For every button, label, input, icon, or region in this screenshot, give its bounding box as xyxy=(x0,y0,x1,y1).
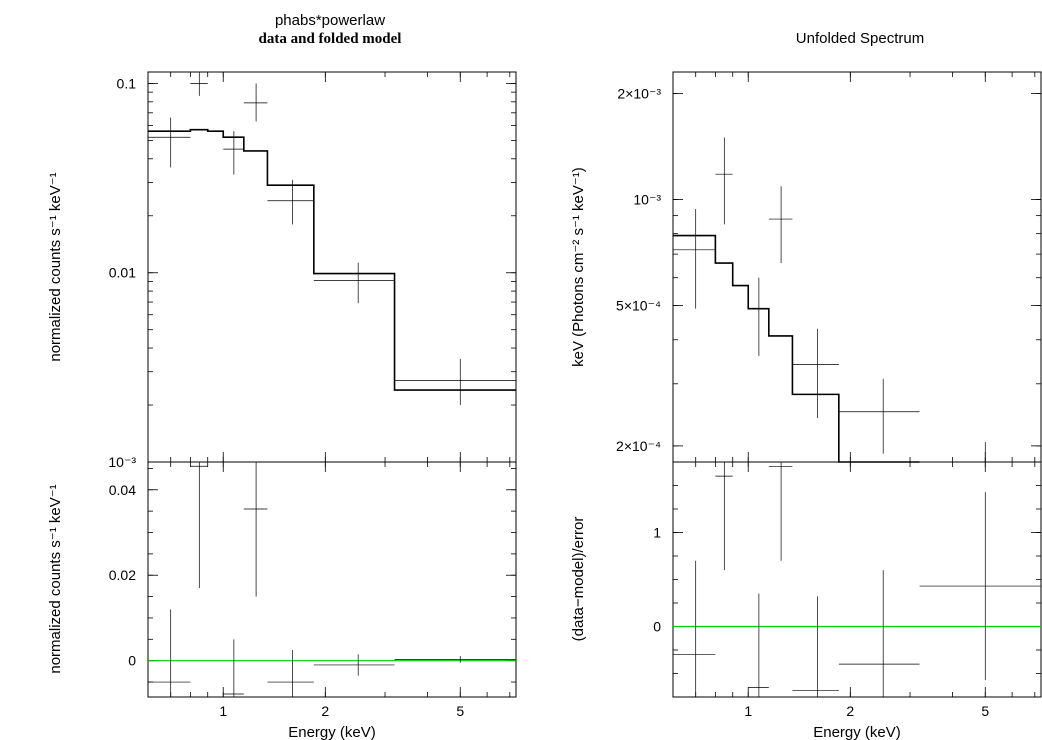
data-point xyxy=(792,596,839,697)
data-point xyxy=(394,655,516,663)
y-tick-label: 10⁻³ xyxy=(633,192,661,208)
data-point xyxy=(394,359,516,406)
plot-frame xyxy=(147,71,517,463)
data-point xyxy=(748,277,769,356)
plot-frame xyxy=(147,461,517,698)
x-tick-label: 2 xyxy=(846,703,854,719)
data-point xyxy=(768,186,793,264)
panel-right-top: 2×10⁻⁴ 5×10⁻⁴ 10⁻³ 2×10⁻³ keV (Photons cm⁻² … xyxy=(570,71,1042,463)
data-point xyxy=(223,639,244,697)
y-tick-label: 0 xyxy=(128,653,136,669)
data-point xyxy=(148,609,191,697)
data-point xyxy=(673,208,716,309)
y-tick-label: 10⁻³ xyxy=(108,454,136,470)
data-point xyxy=(267,179,314,225)
panel-left-bottom: 1 2 5 0 0.02 0.04 normalized counts s⁻¹ keV⁻¹ E… xyxy=(47,461,517,740)
data-point xyxy=(148,117,191,168)
panel-left-top: 10⁻³ 0.01 0.1 normalized counts s⁻¹ keV⁻¹ xyxy=(47,71,517,470)
model-step-line xyxy=(148,128,516,391)
y-tick-label: 0.01 xyxy=(109,265,136,281)
plot-frame xyxy=(672,71,1042,463)
data-point xyxy=(313,262,395,304)
x-axis-label: Energy (keV) xyxy=(288,724,376,740)
model-step-line xyxy=(673,234,920,463)
y-axis-label: normalized counts s⁻¹ keV⁻¹ xyxy=(47,172,64,361)
data-point xyxy=(223,131,244,175)
x-tick-label: 5 xyxy=(456,703,464,719)
y-tick-label: 5×10⁻⁴ xyxy=(616,298,661,314)
x-tick-label: 1 xyxy=(219,703,227,719)
data-point xyxy=(673,560,716,697)
y-tick-label: 0.1 xyxy=(117,75,137,91)
y-tick-label: 0.04 xyxy=(109,482,136,498)
data-point xyxy=(313,654,395,676)
y-tick-label: 2×10⁻⁴ xyxy=(616,438,661,454)
left-subtitle: data and folded model xyxy=(258,31,402,47)
data-point xyxy=(190,462,208,589)
y-axis-label: keV (Photons cm⁻² s⁻¹ keV⁻¹) xyxy=(570,167,587,367)
y-axis-label: normalized counts s⁻¹ keV⁻¹ xyxy=(47,484,64,673)
data-point xyxy=(838,378,920,454)
data-point xyxy=(715,137,733,225)
x-tick-label: 2 xyxy=(321,703,329,719)
data-point xyxy=(919,492,1041,681)
y-tick-label: 0 xyxy=(653,619,661,635)
data-point xyxy=(768,462,793,561)
data-point xyxy=(748,593,769,697)
data-point xyxy=(715,462,733,571)
y-tick-label: 2×10⁻³ xyxy=(617,85,661,101)
left-title: phabs*powerlaw xyxy=(274,12,386,29)
panel-right-bottom: 1 2 5 0 1 (data−model)/error Energy (keV) xyxy=(570,461,1042,740)
data-point xyxy=(243,462,268,597)
data-point xyxy=(792,328,839,418)
data-point xyxy=(267,650,314,697)
y-axis-label: (data−model)/error xyxy=(570,517,587,642)
y-tick-label: 0.02 xyxy=(109,567,136,583)
plot-frame xyxy=(672,461,1042,698)
data-point xyxy=(190,72,208,96)
data-point xyxy=(838,570,920,697)
right-title: Unfolded Spectrum xyxy=(795,30,925,47)
x-tick-label: 5 xyxy=(981,703,989,719)
y-tick-label: 1 xyxy=(653,525,661,541)
x-axis-label: Energy (keV) xyxy=(813,724,901,740)
data-point xyxy=(243,83,268,122)
x-tick-label: 1 xyxy=(744,703,752,719)
